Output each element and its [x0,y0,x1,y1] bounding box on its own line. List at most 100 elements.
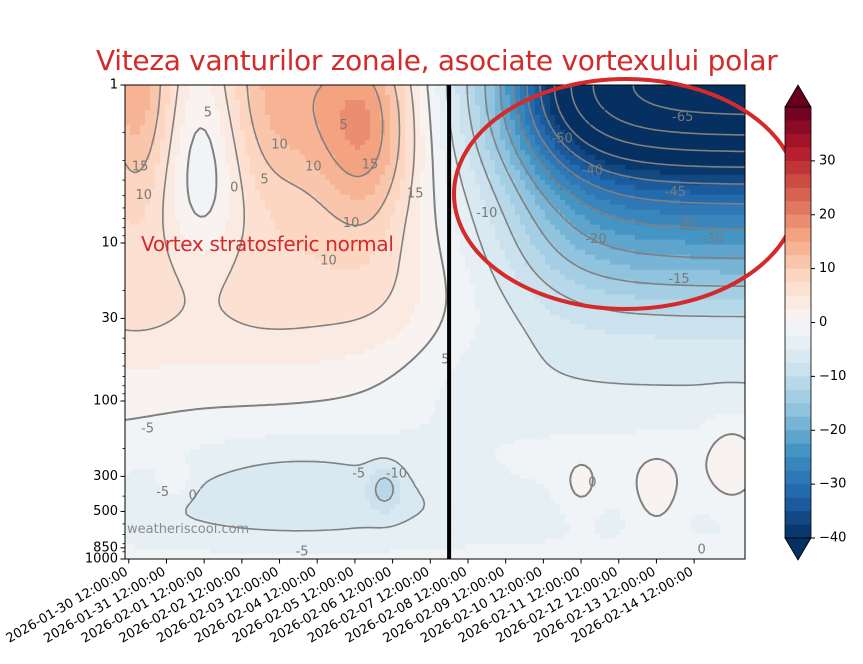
field-cell [275,129,281,136]
field-cell [470,144,476,151]
field-cell [665,259,671,266]
field-cell [205,184,211,191]
field-cell [510,169,516,176]
field-cell [335,174,341,181]
field-cell [655,279,661,286]
field-cell [390,154,396,161]
field-cell [500,119,506,126]
field-cell [640,109,646,116]
field-cell [245,269,251,276]
field-cell [260,264,266,271]
field-cell [575,239,581,246]
field-cell [710,244,716,251]
field-cell [270,134,276,141]
field-cell [340,184,346,191]
field-cell [275,209,281,216]
field-cell [280,214,286,221]
field-cell [520,89,526,96]
field-cell [170,85,176,91]
field-cell [205,194,211,201]
field-cell [230,169,236,176]
field-cell [605,269,611,276]
field-cell [125,149,131,156]
field-cell [625,239,631,246]
field-cell [590,119,596,126]
field-cell [625,224,631,231]
field-cell [225,85,231,91]
field-cell [220,114,226,121]
field-cell [180,284,186,291]
field-cell [260,104,266,111]
field-cell [535,164,541,171]
field-cell [550,169,556,176]
field-cell [180,164,186,171]
field-cell [330,204,336,211]
field-cell [365,179,371,186]
field-cell [620,109,626,116]
field-cell [425,104,431,111]
field-cell [200,124,206,131]
field-cell [365,159,371,166]
field-cell [265,214,271,221]
field-cell [125,154,131,161]
field-cell [435,204,441,211]
field-cell [345,199,351,206]
field-cell [460,254,466,261]
field-cell [700,214,706,221]
field-cell [650,134,656,141]
field-cell [270,189,276,196]
field-cell [260,169,266,176]
field-cell [345,229,351,236]
field-cell [155,94,161,101]
field-cell [250,229,256,236]
field-cell [735,269,741,276]
field-cell [575,94,581,101]
field-cell [170,164,176,171]
field-cell [695,264,701,271]
field-cell [145,149,151,156]
field-cell [355,119,361,126]
field-cell [200,144,206,151]
field-cell [215,239,221,246]
field-cell [550,224,556,231]
field-cell [345,109,351,116]
field-cell [140,114,146,121]
field-cell [305,274,311,281]
field-cell [360,214,366,221]
field-cell [420,179,426,186]
field-cell [200,264,206,271]
field-cell [135,224,141,231]
field-cell [575,85,581,91]
field-cell [685,139,691,146]
field-cell [335,204,341,211]
field-cell [270,114,276,121]
field-cell [420,249,426,256]
field-cell [215,254,221,261]
field-cell [395,129,401,136]
field-cell [260,174,266,181]
field-cell [380,259,386,266]
field-cell [570,239,576,246]
field-cell [340,194,346,201]
field-cell [140,179,146,186]
field-cell [155,264,161,271]
field-cell [285,274,291,281]
field-cell [230,274,236,281]
field-cell [590,184,596,191]
field-cell [720,89,726,96]
field-cell [165,209,171,216]
field-cell [135,159,141,166]
field-cell [355,279,361,286]
field-cell [310,199,316,206]
field-cell [180,249,186,256]
field-cell [480,229,486,236]
field-cell [465,244,471,251]
field-cell [500,239,506,246]
field-cell [420,169,426,176]
field-cell [585,214,591,221]
field-cell [320,274,326,281]
field-cell [695,159,701,166]
field-cell [430,234,436,241]
field-cell [640,144,646,151]
field-cell [610,239,616,246]
